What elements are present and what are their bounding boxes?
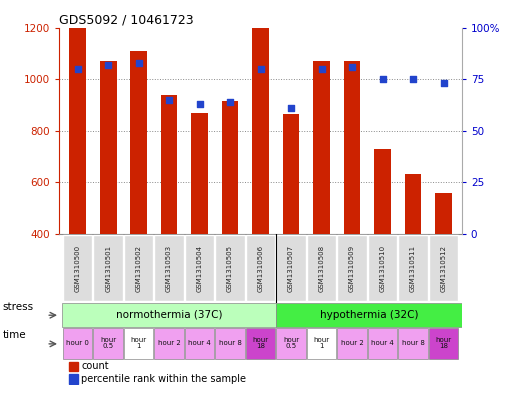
FancyBboxPatch shape (246, 329, 275, 359)
Text: GSM1310501: GSM1310501 (105, 245, 111, 292)
Text: GSM1310503: GSM1310503 (166, 245, 172, 292)
Text: hour 2: hour 2 (158, 340, 181, 346)
Text: normothermia (37C): normothermia (37C) (116, 310, 222, 320)
FancyBboxPatch shape (368, 329, 397, 359)
FancyBboxPatch shape (154, 235, 184, 301)
Text: hour 4: hour 4 (188, 340, 211, 346)
Text: GSM1310508: GSM1310508 (318, 245, 325, 292)
Bar (191, 113, 208, 234)
FancyBboxPatch shape (93, 235, 123, 301)
Text: GSM1310509: GSM1310509 (349, 245, 355, 292)
FancyBboxPatch shape (307, 329, 336, 359)
Text: hour 4: hour 4 (371, 340, 394, 346)
Bar (283, 114, 299, 234)
FancyBboxPatch shape (429, 235, 458, 301)
FancyBboxPatch shape (124, 235, 153, 301)
Point (226, 99, 234, 105)
Text: GSM1310502: GSM1310502 (136, 245, 141, 292)
FancyBboxPatch shape (124, 329, 153, 359)
Bar (313, 61, 330, 234)
FancyBboxPatch shape (185, 329, 214, 359)
Point (287, 105, 295, 111)
Text: hour 0: hour 0 (66, 340, 89, 346)
FancyBboxPatch shape (185, 235, 214, 301)
Text: hour
0.5: hour 0.5 (283, 337, 299, 349)
FancyBboxPatch shape (337, 235, 367, 301)
Bar (344, 61, 361, 234)
Text: GSM1310511: GSM1310511 (410, 245, 416, 292)
FancyBboxPatch shape (93, 329, 123, 359)
FancyBboxPatch shape (216, 329, 245, 359)
FancyBboxPatch shape (398, 329, 428, 359)
Text: hour
18: hour 18 (436, 337, 452, 349)
Point (104, 61, 112, 68)
Bar (252, 28, 269, 234)
FancyBboxPatch shape (62, 303, 276, 327)
Bar (435, 193, 452, 234)
Text: hour
1: hour 1 (314, 337, 330, 349)
Text: hour
0.5: hour 0.5 (100, 337, 116, 349)
Text: GSM1310504: GSM1310504 (197, 245, 203, 292)
Bar (222, 101, 238, 234)
Text: hypothermia (32C): hypothermia (32C) (319, 310, 418, 320)
FancyBboxPatch shape (337, 329, 367, 359)
Text: percentile rank within the sample: percentile rank within the sample (82, 374, 247, 384)
Point (165, 97, 173, 103)
Text: count: count (82, 362, 109, 371)
Text: hour 8: hour 8 (219, 340, 241, 346)
FancyBboxPatch shape (63, 235, 92, 301)
Text: GSM1310506: GSM1310506 (257, 245, 264, 292)
FancyBboxPatch shape (154, 329, 184, 359)
Text: GDS5092 / 10461723: GDS5092 / 10461723 (59, 13, 194, 26)
Text: hour 8: hour 8 (401, 340, 425, 346)
FancyBboxPatch shape (307, 235, 336, 301)
FancyBboxPatch shape (398, 235, 428, 301)
Point (196, 101, 204, 107)
Bar (405, 174, 422, 234)
FancyBboxPatch shape (63, 329, 92, 359)
Bar (100, 61, 117, 234)
Point (73, 66, 82, 72)
FancyBboxPatch shape (246, 235, 275, 301)
Text: hour 2: hour 2 (341, 340, 363, 346)
FancyBboxPatch shape (277, 329, 305, 359)
Bar (130, 51, 147, 234)
FancyBboxPatch shape (276, 303, 462, 327)
Text: stress: stress (3, 302, 34, 312)
Bar (69, 374, 78, 384)
Point (348, 64, 356, 70)
Text: hour
1: hour 1 (131, 337, 147, 349)
Bar (160, 95, 178, 234)
Text: GSM1310505: GSM1310505 (227, 245, 233, 292)
Point (440, 80, 448, 86)
Text: GSM1310510: GSM1310510 (380, 245, 385, 292)
Text: GSM1310512: GSM1310512 (441, 245, 446, 292)
Point (378, 76, 386, 82)
FancyBboxPatch shape (368, 235, 397, 301)
Bar (69, 362, 78, 371)
FancyBboxPatch shape (429, 329, 458, 359)
Bar (374, 149, 391, 234)
Point (317, 66, 326, 72)
Point (256, 66, 265, 72)
Text: hour
18: hour 18 (252, 337, 269, 349)
FancyBboxPatch shape (277, 235, 305, 301)
Text: GSM1310500: GSM1310500 (75, 245, 80, 292)
Text: time: time (3, 330, 26, 340)
FancyBboxPatch shape (216, 235, 245, 301)
Point (135, 59, 143, 66)
Point (409, 76, 417, 82)
Text: GSM1310507: GSM1310507 (288, 245, 294, 292)
Bar (69, 28, 86, 234)
